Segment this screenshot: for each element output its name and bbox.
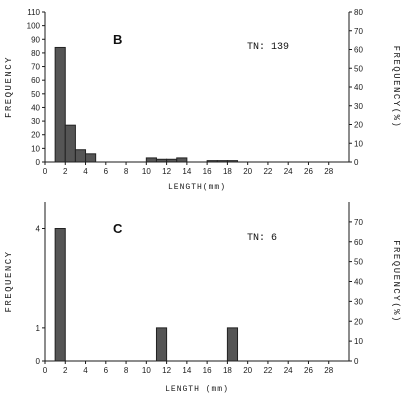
y-right-tick-label: 0 bbox=[354, 357, 359, 366]
y-right-tick-label: 20 bbox=[354, 317, 363, 326]
y-axis-right-title: FREQUENCY(%) bbox=[391, 46, 401, 129]
panel-b: 0 2 4 6 8 10 12 14 16 18 20 22 24 26 28010203040506070… bbox=[4, 8, 401, 192]
y-tick-label: 60 bbox=[31, 76, 40, 85]
x-tick-label: 10 bbox=[142, 366, 151, 375]
y-right-tick-label: 60 bbox=[354, 46, 363, 55]
histogram-bar bbox=[64, 124, 76, 163]
x-tick-label: 6 bbox=[104, 167, 109, 176]
total-count-annotation: TN: 139 bbox=[247, 42, 289, 53]
y-axis-right-title: FREQUENCY(%) bbox=[391, 240, 401, 323]
histogram-bar bbox=[176, 157, 188, 163]
x-tick-label: 8 bbox=[124, 167, 129, 176]
x-tick-label: 20 bbox=[243, 167, 252, 176]
x-tick-label: 24 bbox=[284, 167, 293, 176]
x-tick-label: 26 bbox=[304, 366, 313, 375]
x-tick-label: 14 bbox=[182, 366, 191, 375]
x-tick-label: 24 bbox=[284, 366, 293, 375]
x-tick-label: 0 bbox=[43, 167, 48, 176]
histogram-bar bbox=[226, 160, 239, 163]
x-tick-label: 12 bbox=[162, 366, 171, 375]
histogram-bar bbox=[155, 327, 168, 362]
x-tick-label: 16 bbox=[203, 167, 212, 176]
y-tick-label: 110 bbox=[27, 8, 40, 17]
x-tick-label: 28 bbox=[324, 167, 333, 176]
histogram-bar bbox=[54, 228, 66, 362]
histogram-bar bbox=[216, 160, 228, 163]
histogram-bar bbox=[85, 153, 97, 163]
y-right-tick-label: 10 bbox=[354, 337, 363, 346]
y-right-tick-label: 50 bbox=[354, 258, 363, 267]
y-tick-label: 0 bbox=[36, 158, 41, 167]
x-tick-label: 22 bbox=[263, 366, 272, 375]
x-tick-label: 16 bbox=[203, 366, 212, 375]
y-right-tick-label: 10 bbox=[354, 139, 363, 148]
x-tick-label: 10 bbox=[142, 167, 151, 176]
histogram-bar bbox=[206, 160, 218, 163]
x-tick-label: 18 bbox=[223, 167, 232, 176]
y-right-tick-label: 50 bbox=[354, 64, 363, 73]
y-tick-label: 80 bbox=[31, 49, 40, 58]
y-tick-label: 30 bbox=[31, 117, 40, 126]
y-right-tick-label: 0 bbox=[354, 158, 359, 167]
y-tick-label: 40 bbox=[31, 103, 40, 112]
y-tick-label: 20 bbox=[31, 131, 40, 140]
y-right-tick-label: 40 bbox=[354, 278, 363, 287]
y-tick-label: 10 bbox=[31, 144, 40, 153]
y-tick-label: 100 bbox=[27, 22, 41, 31]
x-tick-label: 18 bbox=[223, 366, 232, 375]
y-right-tick-label: 60 bbox=[354, 238, 363, 247]
x-tick-label: 8 bbox=[124, 366, 129, 375]
y-right-tick-label: 20 bbox=[354, 121, 363, 130]
y-right-tick-label: 40 bbox=[354, 83, 363, 92]
y-tick-label: 1 bbox=[36, 324, 41, 333]
y-right-tick-label: 30 bbox=[354, 102, 363, 111]
y-tick-label: 50 bbox=[31, 90, 40, 99]
x-tick-label: 2 bbox=[63, 167, 68, 176]
x-axis-title: LENGTH (mm) bbox=[165, 385, 229, 394]
y-axis-title: FREQUENCY bbox=[4, 250, 14, 312]
x-axis-title: LENGTH(mm) bbox=[168, 183, 226, 192]
y-right-tick-label: 30 bbox=[354, 297, 363, 306]
histogram-bar bbox=[155, 158, 168, 163]
total-count-annotation: TN: 6 bbox=[247, 233, 277, 244]
histogram-bar bbox=[74, 149, 87, 163]
panel-label: B bbox=[113, 32, 122, 47]
x-tick-label: 6 bbox=[104, 366, 109, 375]
y-right-tick-label: 70 bbox=[354, 27, 363, 36]
y-tick-label: 90 bbox=[31, 35, 40, 44]
panel-c: 0 2 4 6 8 10 12 14 16 18 20 22 24 26 28014010203040506… bbox=[4, 202, 401, 394]
x-tick-label: 20 bbox=[243, 366, 252, 375]
x-tick-label: 4 bbox=[83, 167, 88, 176]
histogram-bar bbox=[226, 327, 239, 362]
y-tick-label: 0 bbox=[36, 357, 41, 366]
x-tick-label: 26 bbox=[304, 167, 313, 176]
panel-label: C bbox=[113, 221, 123, 236]
histogram-bar bbox=[54, 46, 66, 163]
x-tick-label: 2 bbox=[63, 366, 68, 375]
y-right-tick-label: 80 bbox=[354, 8, 363, 17]
y-axis-title: FREQUENCY bbox=[4, 56, 14, 118]
x-tick-label: 0 bbox=[43, 366, 48, 375]
x-tick-label: 22 bbox=[263, 167, 272, 176]
y-tick-label: 70 bbox=[31, 63, 40, 72]
histogram-bar bbox=[145, 157, 157, 163]
x-tick-label: 14 bbox=[182, 167, 191, 176]
x-tick-label: 28 bbox=[324, 366, 333, 375]
y-tick-label: 4 bbox=[36, 225, 41, 234]
x-tick-label: 12 bbox=[162, 167, 171, 176]
histogram-bar bbox=[166, 158, 178, 163]
y-right-tick-label: 70 bbox=[354, 218, 363, 227]
x-tick-label: 4 bbox=[83, 366, 88, 375]
